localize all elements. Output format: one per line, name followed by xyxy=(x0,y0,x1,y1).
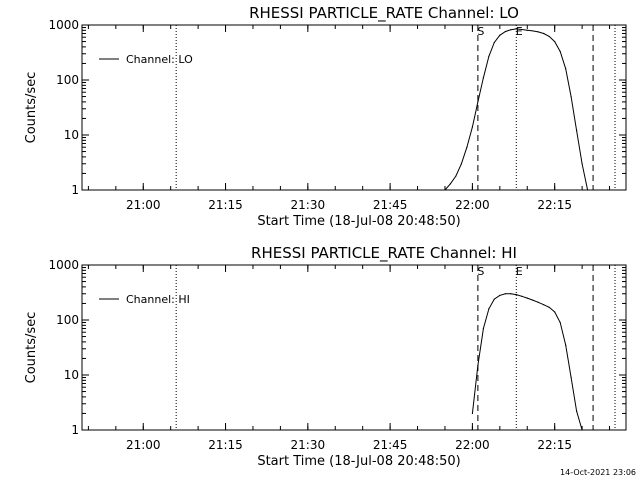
data-point xyxy=(521,28,523,31)
data-point xyxy=(559,50,561,53)
data-point xyxy=(499,34,501,36)
data-point xyxy=(581,163,583,165)
data-point xyxy=(526,297,528,299)
y-tick-label: 1000 xyxy=(48,18,79,32)
x-tick-label: 21:00 xyxy=(126,438,161,452)
data-point xyxy=(526,29,528,31)
y-tick-label: 1 xyxy=(71,183,79,197)
x-tick-label: 21:00 xyxy=(126,198,161,212)
plot-frame xyxy=(81,24,627,191)
y-tick-label: 100 xyxy=(56,73,79,87)
data-point xyxy=(488,55,490,57)
x-tick-label: 21:30 xyxy=(291,198,326,212)
data-point xyxy=(444,189,446,191)
x-tick-label: 22:00 xyxy=(455,438,490,452)
timestamp: 14-Oct-2021 23:06 xyxy=(560,468,636,477)
x-tick-label: 22:00 xyxy=(455,198,490,212)
x-axis-label: Start Time (18-Jul-08 20:48:50) xyxy=(257,214,460,229)
marker-label-S: S xyxy=(477,265,484,278)
marker-label-S: S xyxy=(477,25,484,38)
data-point xyxy=(482,327,484,330)
data-point xyxy=(449,183,452,185)
data-point xyxy=(471,126,473,128)
data-point xyxy=(543,32,545,35)
data-point xyxy=(515,28,517,30)
chart-title: RHESSI PARTICLE_RATE Channel: HI xyxy=(251,244,517,263)
y-axis-label: Counts/sec xyxy=(24,312,39,384)
data-point xyxy=(532,30,534,32)
data-point xyxy=(515,293,517,296)
data-point xyxy=(554,311,556,313)
x-tick-label: 21:15 xyxy=(208,198,243,212)
x-tick-label: 21:45 xyxy=(373,438,408,452)
y-tick-label: 10 xyxy=(64,368,79,382)
data-point xyxy=(493,298,495,300)
x-tick-label: 22:15 xyxy=(537,438,572,452)
data-point xyxy=(554,40,556,43)
chart-title: RHESSI PARTICLE_RATE Channel: LO xyxy=(249,4,519,23)
data-point xyxy=(570,376,572,379)
data-point xyxy=(455,175,457,177)
data-point xyxy=(543,304,545,306)
data-point xyxy=(477,101,479,103)
x-tick-label: 22:15 xyxy=(537,198,572,212)
marker-label-E: E xyxy=(516,265,523,278)
data-point xyxy=(576,130,578,132)
data-point xyxy=(499,294,501,297)
y-tick-label: 100 xyxy=(56,313,79,327)
data-point xyxy=(504,30,506,33)
data-point xyxy=(576,410,578,412)
data-point xyxy=(559,321,561,324)
data-point xyxy=(493,41,495,44)
x-tick-label: 21:15 xyxy=(208,438,243,452)
data-point xyxy=(581,429,583,431)
plot-frame xyxy=(81,264,627,431)
y-tick-label: 10 xyxy=(64,128,79,142)
data-point xyxy=(548,35,550,38)
data-point xyxy=(521,295,523,297)
x-tick-label: 21:30 xyxy=(291,438,326,452)
y-axis-label: Counts/sec xyxy=(24,72,39,144)
data-point xyxy=(471,412,473,415)
data-point xyxy=(460,163,463,165)
data-point xyxy=(488,308,490,310)
data-point xyxy=(537,301,539,303)
y-tick-label: 1000 xyxy=(48,258,79,272)
data-point xyxy=(587,189,589,191)
chart-panel-1: RHESSI PARTICLE_RATE Channel: LO 1 10 100 10… xyxy=(24,4,627,229)
x-axis-label: Start Time (18-Jul-08 20:48:50) xyxy=(257,454,460,469)
data-point xyxy=(477,364,479,366)
chart-panel-2: RHESSI PARTICLE_RATE Channel: HI 1 10 100 10… xyxy=(24,244,627,469)
data-point xyxy=(510,29,512,31)
marker-label-E: E xyxy=(516,25,523,38)
data-point xyxy=(466,146,468,148)
data-point xyxy=(482,77,484,79)
data-point xyxy=(537,31,539,33)
x-tick-label: 21:45 xyxy=(373,198,408,212)
legend-label: Channel: LO xyxy=(126,53,193,66)
data-point xyxy=(510,293,512,295)
data-point xyxy=(548,306,550,308)
data-point xyxy=(570,95,572,98)
data-point xyxy=(565,344,567,346)
y-tick-label: 1 xyxy=(71,423,79,437)
data-point xyxy=(532,299,534,301)
series-line xyxy=(471,293,583,431)
data-point xyxy=(504,293,506,295)
legend-label: Channel: HI xyxy=(126,293,190,306)
data-point xyxy=(565,68,567,70)
